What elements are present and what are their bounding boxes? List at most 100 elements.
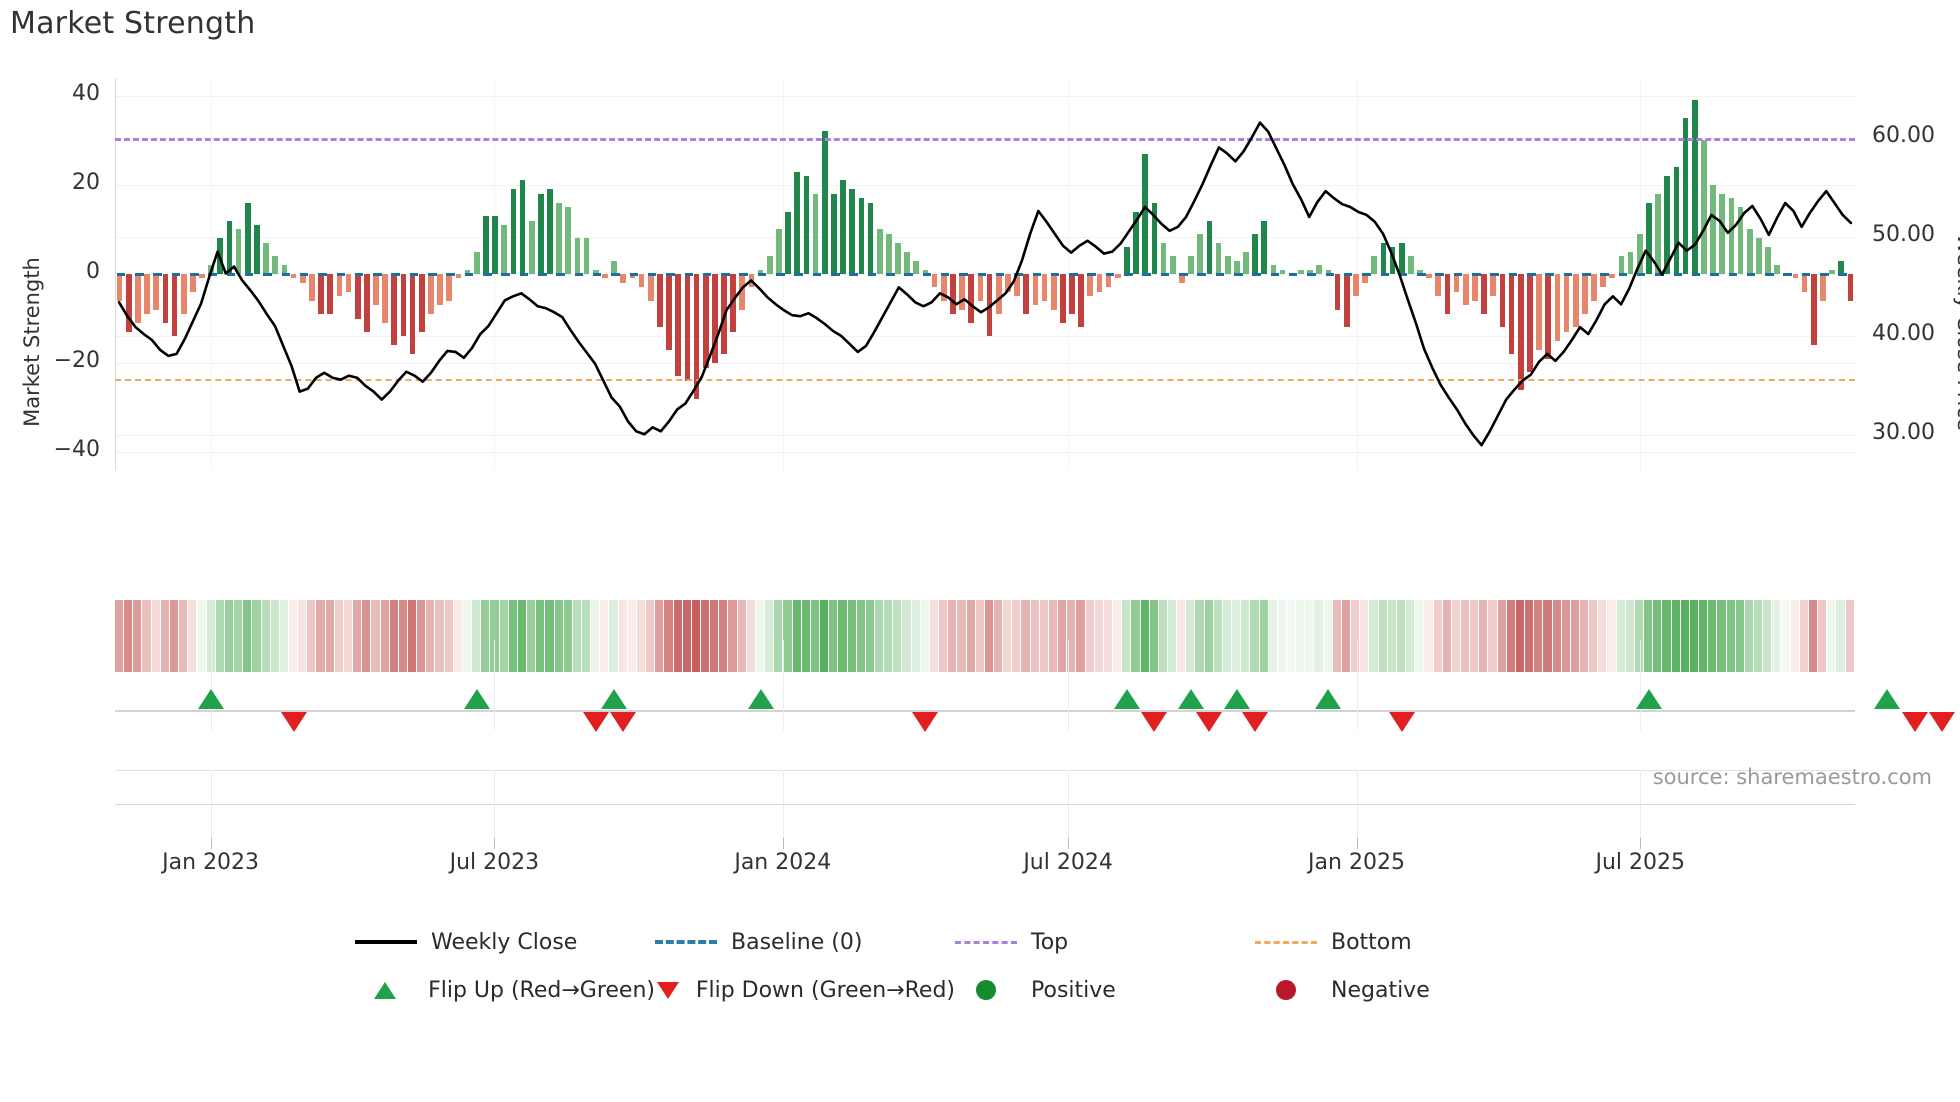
legend-item[interactable]: Weekly Close xyxy=(355,925,655,959)
strength-bar xyxy=(785,211,791,274)
heatmap-cell xyxy=(856,600,865,672)
flip-down-marker[interactable] xyxy=(1242,712,1269,732)
heatmap-cell xyxy=(353,600,362,672)
flip-down-marker[interactable] xyxy=(280,712,307,732)
strength-bar xyxy=(254,225,260,274)
legend-item[interactable]: Bottom xyxy=(1255,925,1555,959)
strength-bar xyxy=(1114,274,1121,279)
flip-down-marker[interactable] xyxy=(1196,712,1223,732)
legend-label: Top xyxy=(1031,929,1069,955)
strength-bar xyxy=(391,274,398,346)
heatmap-cell xyxy=(865,600,874,672)
heatmap-cell xyxy=(1598,600,1607,672)
baseline-segment xyxy=(1252,272,1261,276)
legend-item[interactable]: Flip Down (Green→Red) xyxy=(655,973,955,1007)
legend-item[interactable]: Flip Up (Red→Green) xyxy=(355,973,655,1007)
baseline-segment xyxy=(666,272,675,276)
flip-down-marker[interactable] xyxy=(1141,712,1168,732)
heatmap-cell xyxy=(1305,600,1314,672)
heatmap-cell xyxy=(1744,600,1753,672)
strength-bar xyxy=(583,238,590,274)
flip-up-marker[interactable] xyxy=(1874,689,1901,709)
heatmap-cell xyxy=(755,600,765,672)
heatmap-cell xyxy=(902,600,911,672)
baseline-segment xyxy=(940,272,950,276)
bottom-axis-vtick xyxy=(210,770,212,840)
heatmap-cell xyxy=(1268,600,1277,672)
strength-bar xyxy=(528,220,535,274)
strength-bar xyxy=(1197,233,1204,274)
strength-bar xyxy=(950,274,956,315)
heatmap-cell xyxy=(1406,600,1415,672)
strength-bar xyxy=(1499,274,1506,328)
flip-down-marker[interactable] xyxy=(582,712,609,732)
heatmap-cell xyxy=(1680,600,1689,672)
heatmap-cell xyxy=(1030,600,1039,672)
heatmap-cell xyxy=(939,600,948,672)
heatmap-cell xyxy=(206,600,215,672)
heatmap-cell xyxy=(737,600,746,672)
strength-bar xyxy=(1682,118,1689,274)
heatmap-cell xyxy=(1332,600,1341,672)
strength-bar xyxy=(913,260,920,274)
strength-bar xyxy=(1609,274,1616,279)
baseline-segment xyxy=(812,272,822,276)
y-right-tick-label: 50.00 xyxy=(1872,221,1935,247)
heatmap-cell xyxy=(1543,600,1552,672)
baseline-segment xyxy=(1563,272,1573,276)
flip-up-marker[interactable] xyxy=(601,689,628,709)
legend-item[interactable]: Top xyxy=(955,925,1255,959)
flip-down-marker[interactable] xyxy=(912,712,939,732)
heatmap-cell xyxy=(710,600,719,672)
flip-up-marker[interactable] xyxy=(1635,689,1662,709)
baseline-segment xyxy=(409,272,419,276)
heatmap-cell xyxy=(874,600,884,672)
baseline-segment xyxy=(281,272,291,276)
heatmap-cell xyxy=(197,600,206,672)
baseline-segment xyxy=(1069,272,1078,276)
gridline-price-50 xyxy=(115,236,1855,238)
flip-up-marker[interactable] xyxy=(1178,689,1205,709)
flip-up-marker[interactable] xyxy=(1113,689,1140,709)
heatmap-cell xyxy=(371,600,380,672)
legend-item[interactable]: Negative xyxy=(1255,973,1555,1007)
flip-down-marker[interactable] xyxy=(1929,712,1955,732)
flip-down-marker[interactable] xyxy=(1388,712,1415,732)
heatmap-cell xyxy=(920,600,929,672)
heatmap-cell xyxy=(1085,600,1094,672)
strength-bar xyxy=(547,189,553,274)
legend-item[interactable]: Baseline (0) xyxy=(655,925,955,959)
strength-bar xyxy=(290,274,297,279)
legend-item[interactable]: Positive xyxy=(955,973,1255,1007)
flip-up-marker[interactable] xyxy=(1223,689,1250,709)
flip-baseline xyxy=(115,710,1855,712)
strength-bar xyxy=(1664,176,1671,274)
gridline-y--40 xyxy=(115,452,1855,454)
flip-up-marker[interactable] xyxy=(463,689,490,709)
baseline-segment xyxy=(1820,272,1829,276)
strength-bar xyxy=(702,274,709,368)
flip-up-marker[interactable] xyxy=(198,689,225,709)
heatmap-cell xyxy=(316,600,325,672)
baseline-segment xyxy=(1728,272,1738,276)
flip-up-marker[interactable] xyxy=(1315,689,1342,709)
strength-bar xyxy=(299,274,306,283)
flip-band-vtick xyxy=(210,640,212,730)
flip-up-marker[interactable] xyxy=(747,689,774,709)
x-tick-mark xyxy=(1640,838,1642,849)
strength-bar xyxy=(611,260,617,274)
y-left-tick-label: 0 xyxy=(86,259,100,284)
baseline-segment xyxy=(702,272,712,276)
heatmap-cell xyxy=(1351,600,1360,672)
strength-heatmap-strip xyxy=(115,600,1855,672)
strength-bar xyxy=(1847,274,1854,301)
strength-bar xyxy=(1380,242,1387,274)
heatmap-cell xyxy=(820,600,829,672)
strength-bar xyxy=(556,202,562,274)
flip-band-vtick xyxy=(1068,640,1070,730)
flip-down-marker[interactable] xyxy=(610,712,637,732)
baseline-segment xyxy=(959,272,968,276)
flip-down-marker[interactable] xyxy=(1901,712,1928,732)
heatmap-cell xyxy=(1525,600,1534,672)
heatmap-cell xyxy=(408,600,417,672)
